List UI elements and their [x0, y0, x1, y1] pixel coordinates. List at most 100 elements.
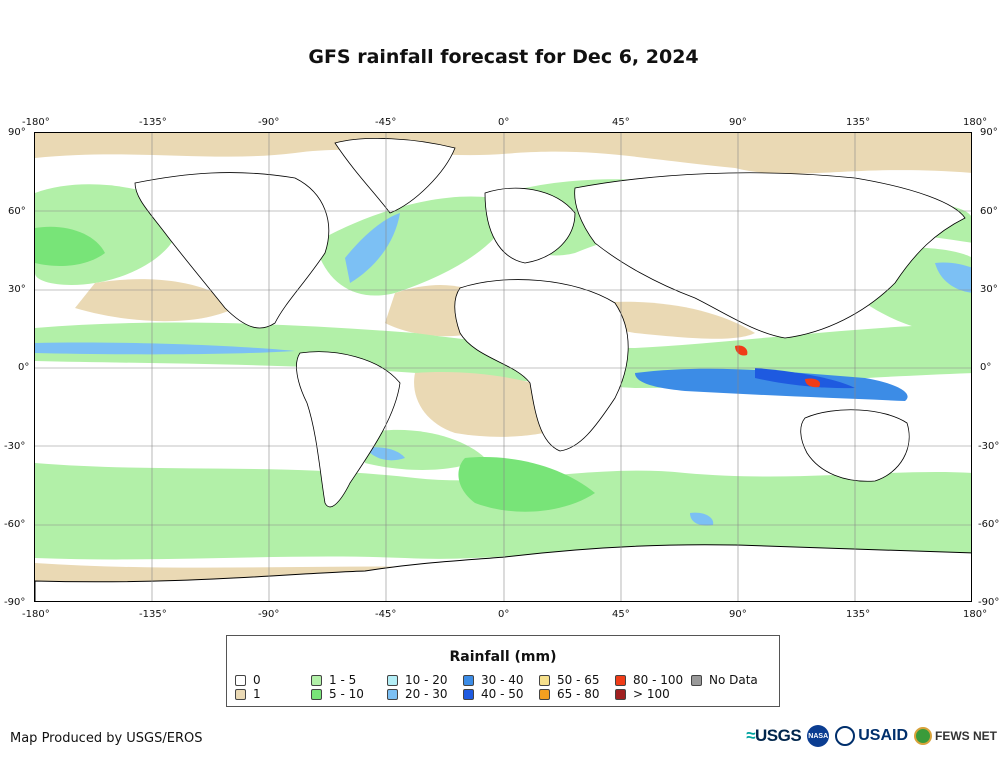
rain-zone-30-40mm — [635, 368, 908, 401]
lon-tick-bottom: -180° — [22, 609, 50, 620]
legend-label: 5 - 10 — [329, 687, 364, 701]
rain-zone-40-50mm — [755, 368, 855, 389]
lat-tick-left: 90° — [8, 127, 26, 138]
lat-tick-left: -60° — [4, 519, 26, 530]
legend-item: 10 - 20 — [387, 673, 448, 687]
rain-zone-5-10mm — [458, 457, 595, 512]
legend-label: 40 - 50 — [481, 687, 524, 701]
lon-tick-bottom: 0° — [498, 609, 510, 620]
rain-zone-20-30mm — [365, 447, 405, 461]
usaid-logo-text: USAID — [858, 727, 908, 744]
lon-tick-bottom: -135° — [139, 609, 167, 620]
legend-label: 20 - 30 — [405, 687, 448, 701]
rain-zone-20-30mm — [935, 262, 971, 293]
lon-tick-bottom: 180° — [963, 609, 988, 620]
lon-tick-top: 180° — [963, 117, 988, 128]
legend-item: 50 - 65 — [539, 673, 600, 687]
legend-swatch — [387, 688, 398, 700]
legend-item: 1 — [235, 687, 261, 701]
lon-tick-bottom: 135° — [846, 609, 871, 620]
graticule — [35, 133, 971, 601]
lat-tick-right: -90° — [978, 597, 1000, 608]
legend-swatch — [235, 688, 246, 700]
lat-tick-left: 60° — [8, 206, 26, 217]
rain-zone-20-30mm — [35, 342, 295, 355]
north-america — [134, 172, 329, 329]
lat-tick-right: 0° — [980, 362, 992, 373]
rain-zone-5-10mm — [35, 226, 105, 266]
lon-tick-top: 0° — [498, 117, 510, 128]
legend-item: No Data — [691, 673, 758, 687]
usgs-logo-text: USGS — [755, 726, 802, 745]
map-title: GFS rainfall forecast for Dec 6, 2024 — [308, 46, 699, 68]
legend-swatch — [691, 674, 702, 686]
lat-tick-right: -60° — [978, 519, 1000, 530]
south-america — [296, 351, 401, 508]
legend-label: 30 - 40 — [481, 673, 524, 687]
rain-zone-1mm — [594, 301, 755, 339]
legend-label: > 100 — [633, 687, 670, 701]
legend-item: 0 — [235, 673, 261, 687]
lat-tick-left: 30° — [8, 284, 26, 295]
lat-tick-right: 90° — [980, 127, 998, 138]
logo-strip: ≈USGS NASA USAID FEWS NET — [746, 725, 997, 747]
lat-tick-right: 60° — [980, 206, 998, 217]
rain-zone-1mm — [35, 133, 971, 174]
fews-net-logo: FEWS NET — [914, 727, 997, 745]
legend-label: No Data — [709, 673, 758, 687]
lon-tick-bottom: -45° — [375, 609, 397, 620]
lon-tick-bottom: 45° — [612, 609, 630, 620]
lon-tick-top: 45° — [612, 117, 630, 128]
lon-tick-top: 90° — [729, 117, 747, 128]
lon-tick-top: -90° — [258, 117, 280, 128]
legend-swatch — [235, 674, 246, 686]
usgs-logo: ≈USGS — [746, 726, 802, 745]
fews-net-logo-text: FEWS NET — [935, 729, 997, 743]
legend-item: 40 - 50 — [463, 687, 524, 701]
rain-zone-1-5mm — [315, 196, 515, 296]
lon-tick-bottom: -90° — [258, 609, 280, 620]
lon-tick-top: -135° — [139, 117, 167, 128]
lat-tick-right: -30° — [978, 441, 1000, 452]
legend-label: 50 - 65 — [557, 673, 600, 687]
rain-zone-20-30mm — [690, 512, 714, 526]
legend-swatch — [539, 674, 550, 686]
lat-tick-left: -90° — [4, 597, 26, 608]
legend-item: 20 - 30 — [387, 687, 448, 701]
lat-tick-left: -30° — [4, 441, 26, 452]
rainfall-legend: Rainfall (mm) 0 1 1 - 5 5 - 10 10 - 20 2… — [226, 635, 780, 707]
legend-swatch — [463, 688, 474, 700]
nasa-logo: NASA — [807, 725, 830, 747]
legend-swatch — [615, 674, 626, 686]
legend-item: > 100 — [615, 687, 670, 701]
lat-tick-left: 0° — [18, 362, 30, 373]
map-canvas — [35, 133, 971, 601]
globe-icon — [914, 727, 932, 745]
rain-zone-1mm — [75, 279, 235, 322]
rain-zone-80-100mm — [805, 378, 821, 388]
legend-swatch — [311, 674, 322, 686]
legend-swatch — [615, 688, 626, 700]
legend-swatch — [311, 688, 322, 700]
legend-label: 1 — [253, 687, 261, 701]
usaid-seal-icon — [835, 726, 856, 746]
legend-title: Rainfall (mm) — [449, 649, 557, 665]
legend-label: 0 — [253, 673, 261, 687]
legend-label: 1 - 5 — [329, 673, 357, 687]
lon-tick-bottom: 90° — [729, 609, 747, 620]
legend-label: 80 - 100 — [633, 673, 684, 687]
lon-tick-top: -45° — [375, 117, 397, 128]
asia — [574, 172, 966, 339]
rainfall-map[interactable] — [34, 132, 972, 602]
usaid-logo: USAID — [835, 726, 908, 746]
legend-item: 30 - 40 — [463, 673, 524, 687]
legend-item: 5 - 10 — [311, 687, 364, 701]
legend-swatch — [539, 688, 550, 700]
legend-label: 65 - 80 — [557, 687, 600, 701]
legend-swatch — [463, 674, 474, 686]
europe — [484, 187, 576, 264]
map-credit: Map Produced by USGS/EROS — [10, 731, 203, 746]
lat-tick-right: 30° — [980, 284, 998, 295]
legend-item: 65 - 80 — [539, 687, 600, 701]
africa — [454, 279, 629, 452]
